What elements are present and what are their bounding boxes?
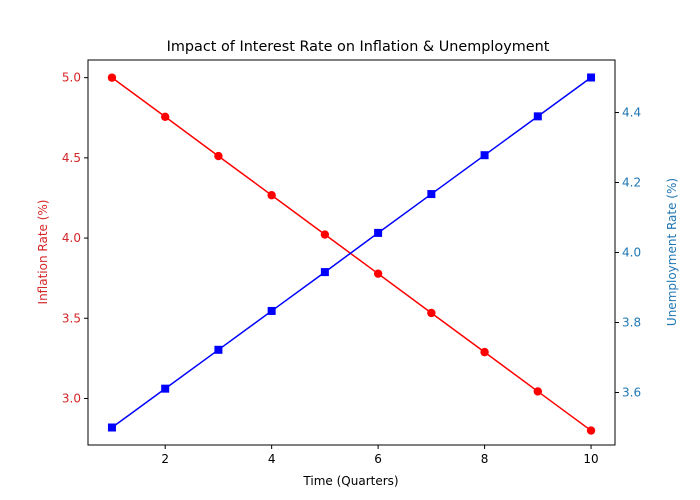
unemployment-data-point <box>427 190 436 199</box>
inflation-data-point <box>480 347 489 357</box>
y-axis-right-label: Unemployment Rate (%) <box>665 178 679 326</box>
y-left-tick-label: 5.0 <box>62 71 81 85</box>
unemployment-data-point <box>374 228 383 237</box>
y-left-tick-label: 4.0 <box>62 231 81 245</box>
unemployment-data-point <box>107 423 116 432</box>
x-axis-label: Time (Quarters) <box>302 474 398 488</box>
y-axis-left: 3.0 3.5 4.0 4.5 5.0 <box>62 71 88 405</box>
inflation-data-point <box>214 151 223 161</box>
unemployment-series-line <box>111 76 592 429</box>
y-right-tick-label: 4.4 <box>622 106 641 120</box>
x-tick-label: 8 <box>481 452 489 466</box>
unemployment-data-point <box>587 73 596 82</box>
unemployment-data-point <box>320 268 329 277</box>
inflation-data-point <box>586 426 596 435</box>
x-tick-label: 10 <box>583 452 598 466</box>
inflation-data-point <box>533 387 543 396</box>
unemployment-data-point <box>480 151 489 160</box>
inflation-data-point <box>160 112 170 121</box>
y-right-tick-label: 4.0 <box>622 246 641 260</box>
y-right-tick-label: 3.6 <box>622 386 641 400</box>
plot-layer <box>107 73 596 435</box>
chart-title: Impact of Interest Rate on Inflation & U… <box>167 39 550 55</box>
inflation-data-point <box>267 191 276 200</box>
inflation-data-point <box>373 269 383 278</box>
unemployment-data-point <box>161 384 170 393</box>
unemployment-data-point <box>214 345 223 354</box>
inflation-data-point <box>107 73 117 82</box>
inflation-data-point <box>320 230 330 239</box>
y-axis-right: 3.6 3.8 4.0 4.2 4.4 <box>615 106 641 400</box>
inflation-series-line <box>111 77 592 432</box>
x-tick-label: 6 <box>374 452 382 466</box>
unemployment-data-point <box>267 306 276 315</box>
unemployment-data-point <box>533 112 542 121</box>
x-tick-label: 4 <box>268 452 276 466</box>
y-axis-left-label: Inflation Rate (%) <box>36 200 50 305</box>
y-left-tick-label: 3.0 <box>62 391 81 405</box>
x-tick-label: 2 <box>161 452 169 466</box>
y-left-tick-label: 4.5 <box>62 151 81 165</box>
x-axis: 2 4 6 8 10 <box>161 445 599 466</box>
inflation-data-point <box>427 308 436 318</box>
y-left-tick-label: 3.5 <box>62 311 81 325</box>
y-right-tick-label: 4.2 <box>622 176 641 190</box>
y-right-tick-label: 3.8 <box>622 316 641 330</box>
